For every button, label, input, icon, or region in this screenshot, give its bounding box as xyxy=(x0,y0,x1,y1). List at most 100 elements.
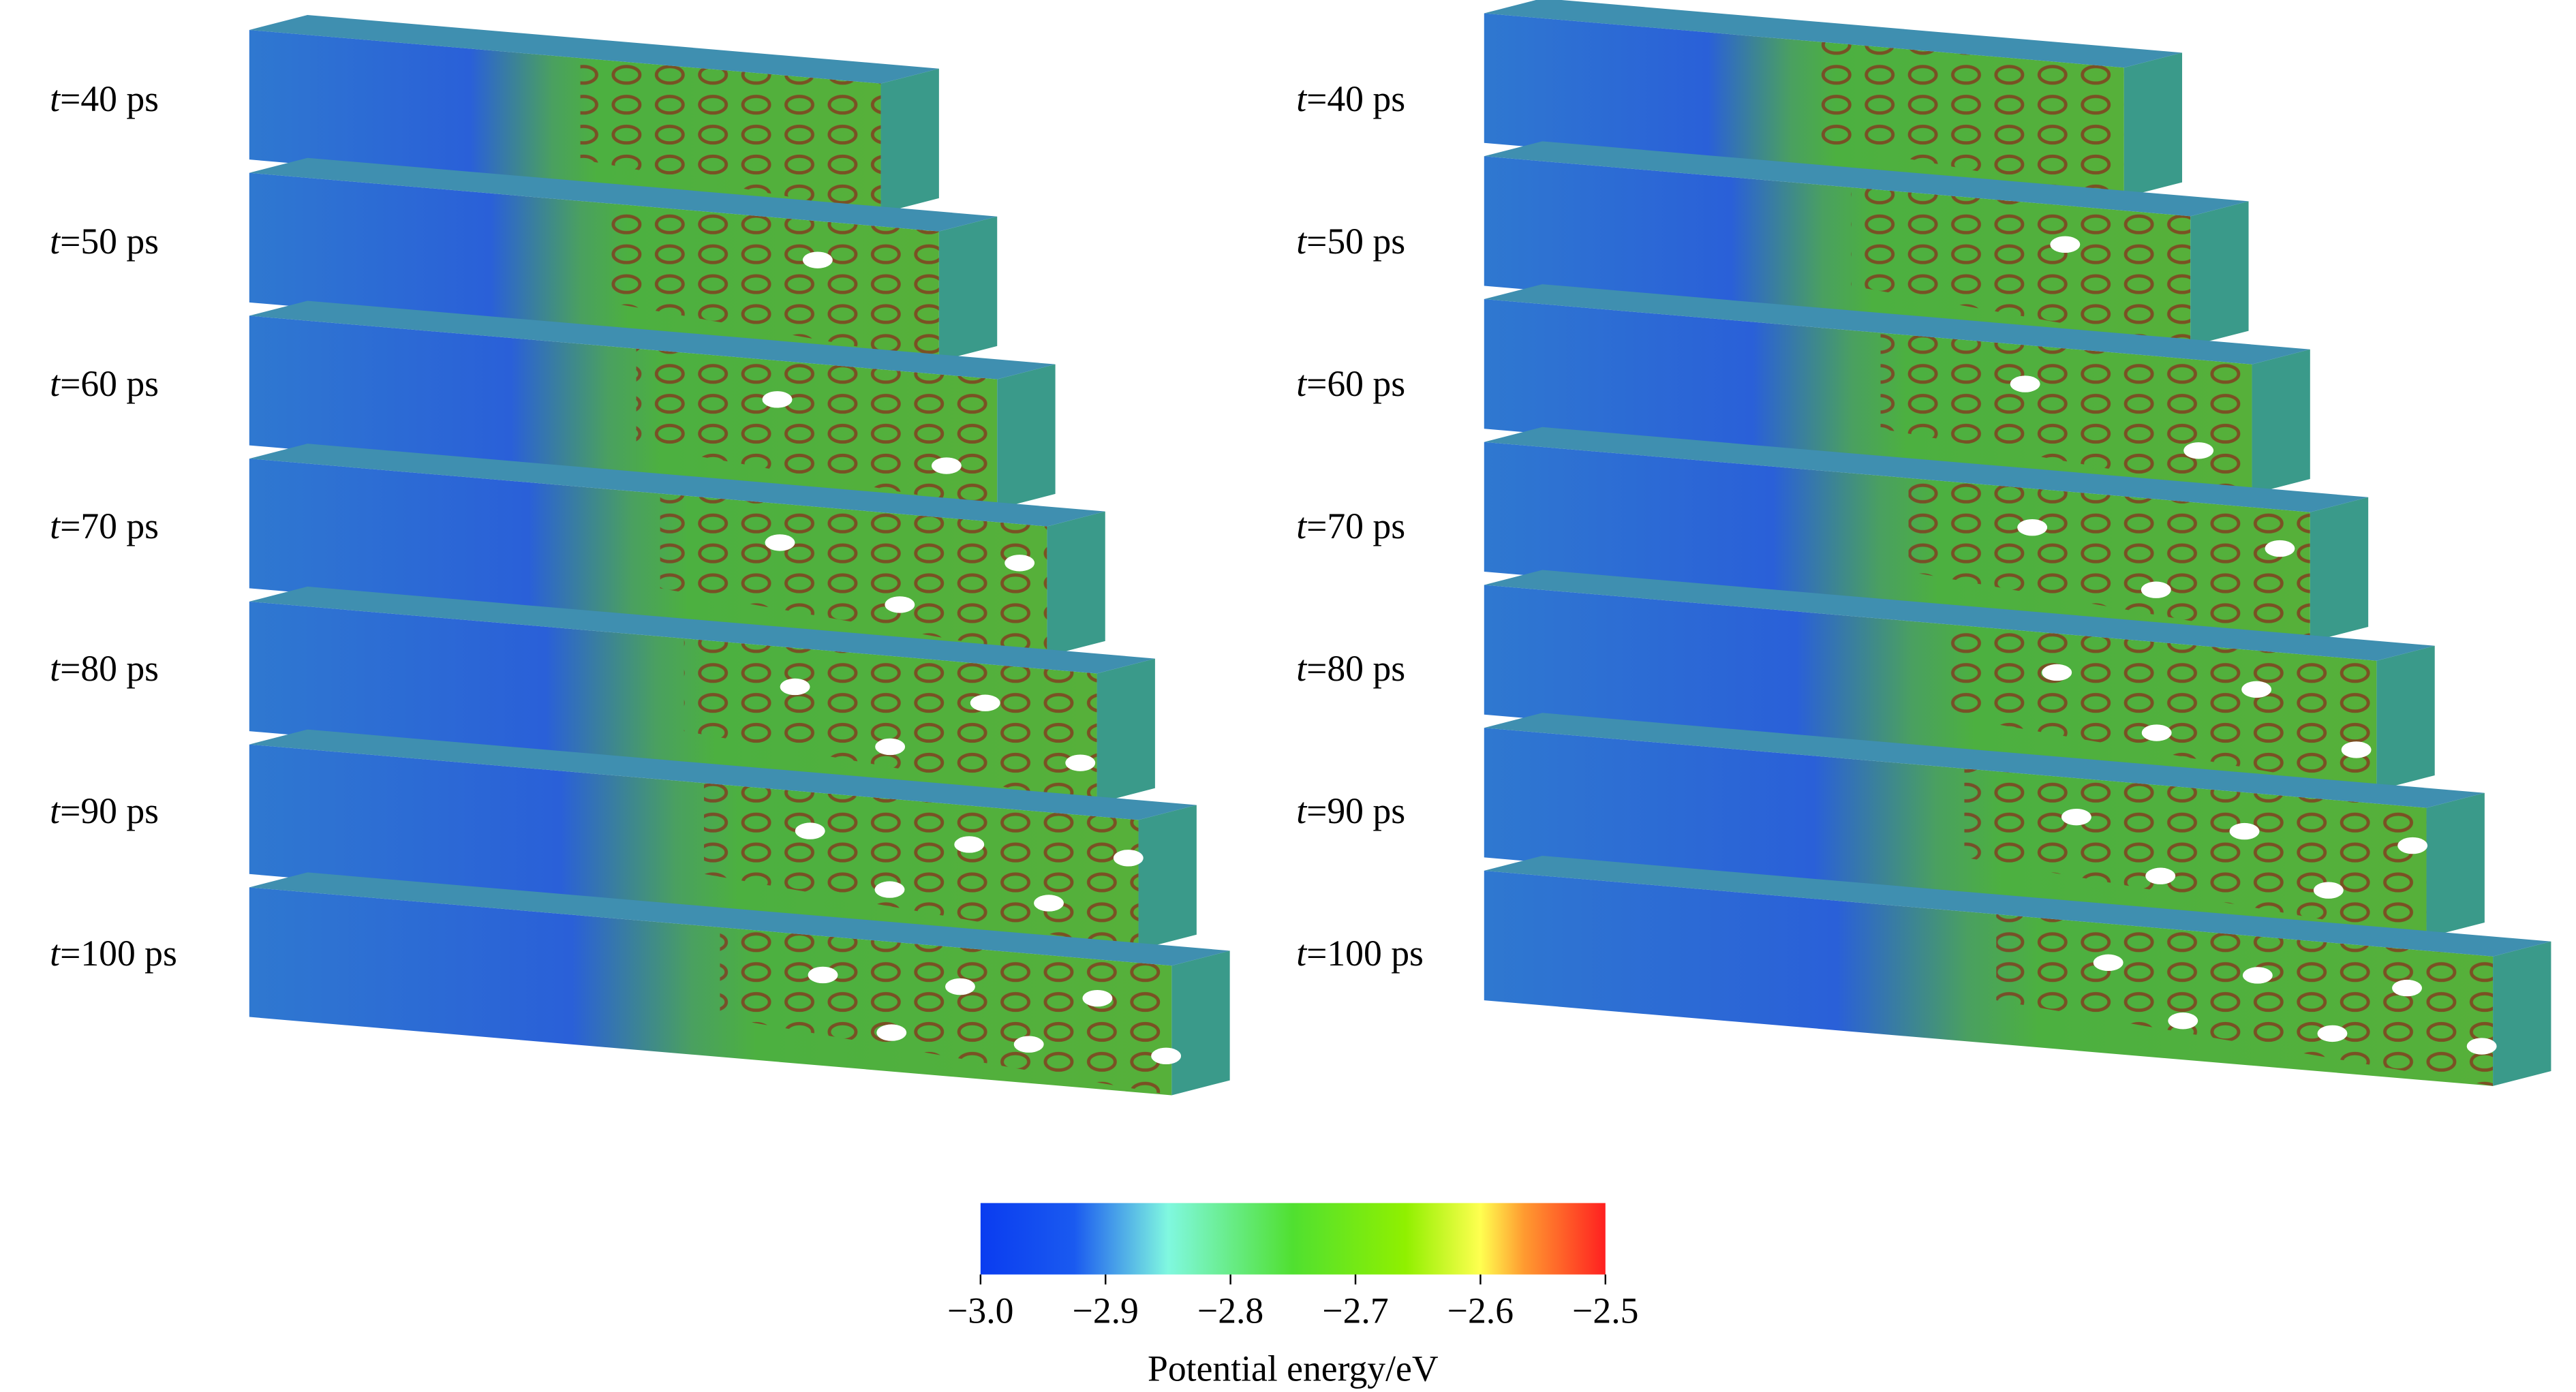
time-label: t=60 ps xyxy=(1296,364,1405,405)
slab-end xyxy=(2190,201,2249,346)
pore-hole xyxy=(2265,540,2295,557)
time-variable: t xyxy=(1296,221,1307,262)
pore-hole xyxy=(954,836,985,853)
time-value: =60 ps xyxy=(60,364,159,405)
slab-top xyxy=(1484,570,2435,661)
slab-end xyxy=(2376,645,2435,790)
colorbar-tick-label: −3.0 xyxy=(947,1290,1013,1331)
pore-hole xyxy=(2061,808,2091,826)
pore-hole xyxy=(1065,754,1096,771)
pore-hole xyxy=(1113,850,1144,867)
slab-pores xyxy=(684,638,1097,803)
time-label: t=90 ps xyxy=(50,791,159,832)
pore-hole xyxy=(780,678,810,696)
slab-top xyxy=(1484,427,2369,512)
pore-hole xyxy=(802,251,833,268)
slab-end xyxy=(1047,511,1105,656)
pore-hole xyxy=(2392,979,2423,997)
slab-top xyxy=(1484,855,2551,957)
slab-pores xyxy=(636,348,998,509)
slab-pores xyxy=(608,203,939,361)
pore-hole xyxy=(2397,837,2428,854)
pore-hole xyxy=(874,881,905,898)
time-value: =50 ps xyxy=(60,221,159,262)
pore-hole xyxy=(2183,442,2214,459)
pore-hole xyxy=(2010,375,2040,392)
pore-hole xyxy=(931,457,962,474)
pore-hole xyxy=(2168,1012,2198,1030)
slab-top xyxy=(249,586,1155,674)
slab-top xyxy=(1484,284,2310,365)
slab-pores xyxy=(1880,332,2252,494)
pore-hole xyxy=(2466,1038,2497,1055)
pore-hole xyxy=(2313,882,2344,899)
time-value: =80 ps xyxy=(60,649,159,690)
time-value: =90 ps xyxy=(1306,791,1405,832)
time-label: t=100 ps xyxy=(50,933,177,974)
time-variable: t xyxy=(1296,649,1307,690)
slab-end xyxy=(2310,497,2369,642)
time-label: t=80 ps xyxy=(50,649,159,690)
time-variable: t xyxy=(50,79,61,120)
pore-hole xyxy=(2241,681,2272,698)
time-label: t=50 ps xyxy=(50,221,159,262)
time-variable: t xyxy=(1296,364,1307,405)
pore-hole xyxy=(1082,989,1113,1007)
slab-end xyxy=(1097,658,1155,803)
pore-hole xyxy=(2141,724,2172,741)
time-labels: t=40 pst=50 pst=60 pst=70 pst=80 pst=90 … xyxy=(50,79,1424,974)
pore-hole xyxy=(1151,1047,1182,1065)
slab-top xyxy=(1484,0,2183,68)
pore-hole xyxy=(2229,822,2260,840)
time-value: =40 ps xyxy=(1306,79,1405,120)
pore-hole xyxy=(1005,555,1035,572)
slab-pores xyxy=(1851,187,2191,346)
time-value: =70 ps xyxy=(1306,506,1405,547)
pore-hole xyxy=(765,534,795,551)
slab-end xyxy=(2426,792,2485,938)
slab-end xyxy=(1138,805,1197,950)
slab-top xyxy=(249,444,1105,527)
colorbar-tick-label: −2.9 xyxy=(1073,1290,1139,1331)
pore-hole xyxy=(1013,1036,1044,1053)
pore-hole xyxy=(2341,741,2372,758)
colorbar: Potential energy/eV −3.0 −2.9 −2.8 −2.7 −2.6… xyxy=(947,1203,1638,1389)
colorbar-tick-label: −2.7 xyxy=(1322,1290,1388,1331)
slab-end xyxy=(2493,941,2551,1086)
time-value: =100 ps xyxy=(1306,933,1424,974)
time-value: =80 ps xyxy=(1306,649,1405,690)
pore-hole xyxy=(808,966,838,984)
pore-hole xyxy=(2050,236,2081,253)
pore-hole xyxy=(970,694,1000,711)
time-label: t=70 ps xyxy=(1296,506,1405,547)
time-label: t=80 ps xyxy=(1296,649,1405,690)
time-value: =90 ps xyxy=(60,791,159,832)
slab-pores xyxy=(660,493,1047,656)
time-label: t=40 ps xyxy=(1296,79,1405,120)
time-value: =70 ps xyxy=(60,506,159,547)
slab-pores xyxy=(1819,42,2124,198)
slab-top xyxy=(249,872,1230,966)
slab-end xyxy=(2252,349,2310,494)
time-variable: t xyxy=(50,649,61,690)
pore-hole xyxy=(1034,895,1064,912)
slab-top xyxy=(249,300,1056,380)
pore-hole xyxy=(2141,581,2171,598)
time-variable: t xyxy=(50,933,61,974)
pore-hole xyxy=(762,391,793,408)
pore-hole xyxy=(795,822,825,839)
colorbar-gradient xyxy=(980,1203,1606,1275)
time-label: t=90 ps xyxy=(1296,791,1405,832)
snapshots xyxy=(249,0,2551,1096)
time-value: =50 ps xyxy=(1306,221,1405,262)
time-label: t=40 ps xyxy=(50,79,159,120)
colorbar-tick-label: −2.6 xyxy=(1447,1290,1514,1331)
pore-hole xyxy=(945,978,975,995)
slab-end xyxy=(1171,950,1230,1096)
pore-hole xyxy=(876,1024,907,1041)
time-variable: t xyxy=(1296,933,1307,974)
time-variable: t xyxy=(50,791,61,832)
time-value: =40 ps xyxy=(60,79,159,120)
slab-end xyxy=(938,216,998,361)
